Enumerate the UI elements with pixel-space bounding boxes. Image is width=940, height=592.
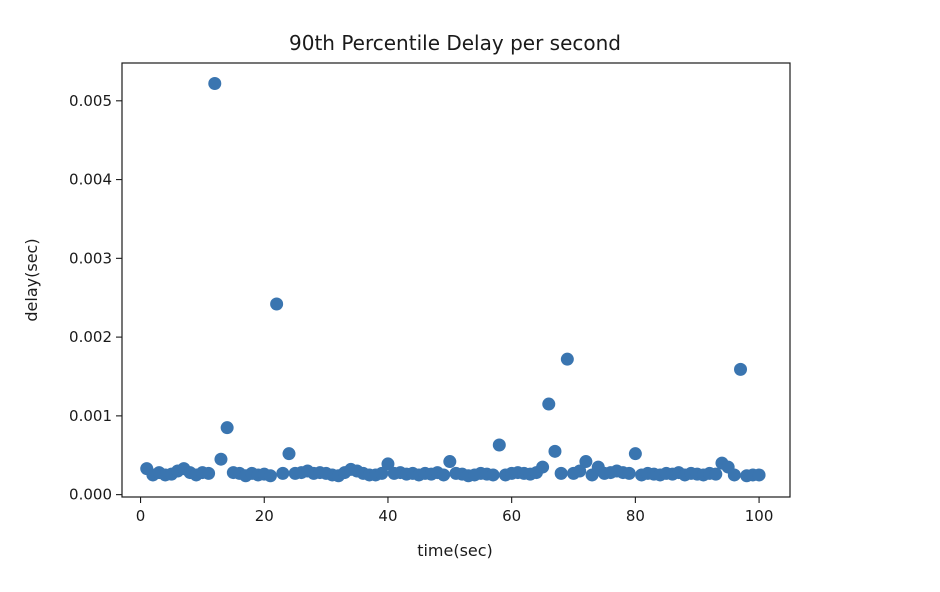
scatter-point — [492, 438, 506, 452]
scatter-point — [536, 460, 550, 474]
x-tick-label: 80 — [626, 507, 645, 525]
y-tick-label: 0.004 — [69, 171, 112, 189]
y-axis: 0.000 0.001 0.002 0.003 0.004 0.005 — [69, 92, 122, 504]
y-tick-label: 0.005 — [69, 92, 112, 110]
y-axis-label: delay(sec) — [22, 238, 41, 321]
scatter-point — [628, 447, 642, 461]
scatter-point — [270, 297, 284, 311]
scatter-point — [573, 464, 587, 478]
scatter-point — [542, 397, 556, 411]
scatter-point — [443, 455, 457, 469]
scatter-point — [752, 468, 766, 482]
x-axis-label: time(sec) — [417, 541, 493, 560]
scatter-point — [220, 421, 234, 435]
x-tick-label: 40 — [378, 507, 397, 525]
scatter-point — [548, 444, 562, 458]
y-tick-label: 0.001 — [69, 407, 112, 425]
scatter-point — [282, 447, 296, 461]
chart-title: 90th Percentile Delay per second — [289, 31, 621, 55]
y-tick-label: 0.002 — [69, 328, 112, 346]
scatter-point — [208, 76, 222, 90]
scatter-point — [263, 469, 277, 483]
x-tick-label: 60 — [502, 507, 521, 525]
scatter-point — [437, 468, 451, 482]
scatter-point — [579, 455, 593, 469]
x-tick-label: 100 — [745, 507, 774, 525]
scatter-point — [709, 467, 723, 481]
data-points — [140, 76, 766, 483]
scatter-point — [202, 466, 216, 480]
plot-frame — [121, 62, 791, 498]
x-axis: 0 20 40 60 80 100 — [136, 497, 774, 525]
scatter-point — [622, 466, 636, 480]
scatter-point — [734, 362, 748, 376]
scatter-point — [381, 457, 395, 471]
scatter-point — [560, 352, 574, 366]
y-tick-label: 0.003 — [69, 249, 112, 267]
x-tick-label: 20 — [255, 507, 274, 525]
scatter-point — [486, 468, 500, 482]
scatter-point — [276, 466, 290, 480]
scatter-point — [214, 452, 228, 466]
x-tick-label: 0 — [136, 507, 146, 525]
y-tick-label: 0.000 — [69, 486, 112, 504]
scatter-point — [554, 466, 568, 480]
scatter-point — [375, 466, 389, 480]
scatter-point — [727, 468, 741, 482]
